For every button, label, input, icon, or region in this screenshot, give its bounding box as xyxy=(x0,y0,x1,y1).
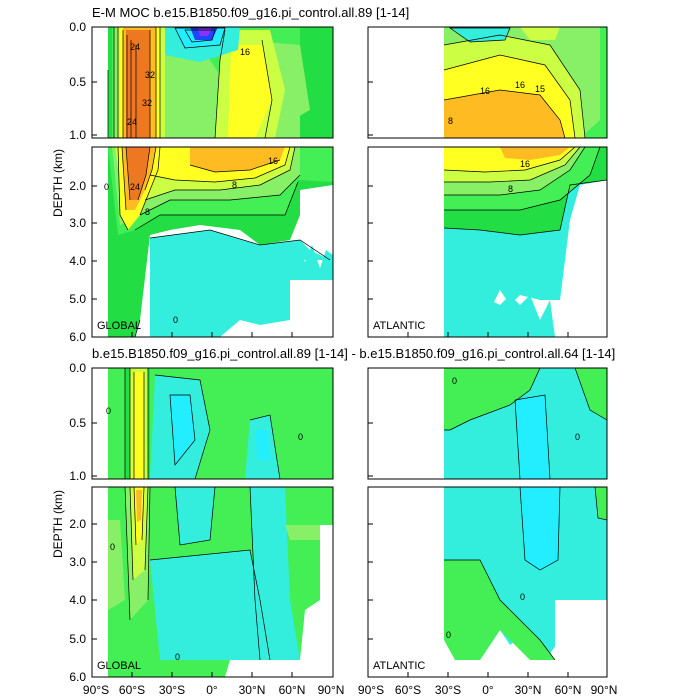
panel-bottom-global-upper: 0 0 xyxy=(92,368,333,479)
y-tick-label: 4.0 xyxy=(69,254,86,268)
contour-label: 8 xyxy=(145,207,150,217)
contour-label: 24 xyxy=(130,42,140,52)
contour-label: 16 xyxy=(520,159,530,169)
x-tick-label: 60°N xyxy=(279,683,306,697)
x-tick-label: 60°S xyxy=(119,683,145,697)
panel-bottom-atlantic-lower: 0 0 xyxy=(368,487,607,677)
panel-top-atlantic-upper: 16 16 15 8 xyxy=(368,27,607,138)
contour-label: 0 xyxy=(175,652,180,662)
contour-label: 0 xyxy=(446,630,451,640)
tick-marks xyxy=(92,81,569,677)
region-label-global: GLOBAL xyxy=(97,320,141,332)
contour-label: 15 xyxy=(535,84,545,94)
x-tick-label: 90°S xyxy=(358,683,384,697)
contour-label: 32 xyxy=(145,70,155,80)
contour-label: 0 xyxy=(173,315,178,325)
contour-label: 0 xyxy=(104,182,109,192)
y-tick-label: 2.0 xyxy=(69,517,86,531)
panel-top-global-upper: 24 32 32 24 16 xyxy=(92,27,333,138)
y-tick-label: 6.0 xyxy=(69,330,86,344)
contour-label: 24 xyxy=(127,117,137,127)
panel-top-global-lower: 16 8 8 24 0 0 xyxy=(92,147,333,337)
y-tick-label: 1.0 xyxy=(69,469,86,483)
x-tick-label: 0° xyxy=(482,683,494,697)
y-tick-label: 5.0 xyxy=(69,292,86,306)
contour-label: 0 xyxy=(520,592,525,602)
x-tick-label: 30°N xyxy=(239,683,266,697)
top-title: E-M MOC b.e15.B1850.f09_g16.pi_control.a… xyxy=(92,5,409,20)
contour-label: 0 xyxy=(452,376,457,386)
y-axis-title-top: DEPTH (km) xyxy=(51,149,65,217)
region-label-global: GLOBAL xyxy=(97,660,141,672)
y-tick-label: 3.0 xyxy=(69,216,86,230)
contour-label: 16 xyxy=(240,47,250,57)
region-label-atlantic: ATLANTIC xyxy=(373,320,425,332)
x-tick-label: 90°S xyxy=(83,683,109,697)
y-tick-label: 5.0 xyxy=(69,632,86,646)
panel-bottom-atlantic-upper: 0 0 xyxy=(368,368,607,479)
y-tick-label: 3.0 xyxy=(69,555,86,569)
bottom-title: b.e15.B1850.f09_g16.pi_control.all.89 [1… xyxy=(92,346,615,361)
y-tick-label: 0.0 xyxy=(69,361,86,375)
y-tick-label: 4.0 xyxy=(69,593,86,607)
y-tick-label: 6.0 xyxy=(69,670,86,684)
contour-label: 0 xyxy=(575,432,580,442)
contour-label: 0 xyxy=(106,406,111,416)
contour-label: 0 xyxy=(110,542,115,552)
contour-label: 24 xyxy=(130,182,140,192)
panel-bottom-global-lower: 0 0 xyxy=(92,487,333,677)
y-tick-label: 0.5 xyxy=(69,75,86,89)
x-tick-label: 30°N xyxy=(515,683,542,697)
contour-label: 16 xyxy=(515,80,525,90)
y-axis-title-bottom: DEPTH (km) xyxy=(51,490,65,558)
contour-label: 8 xyxy=(508,184,513,194)
x-tick-label: 30°S xyxy=(435,683,461,697)
y-tick-label: 0.5 xyxy=(69,416,86,430)
x-tick-label: 90°N xyxy=(318,683,345,697)
contour-label: 0 xyxy=(298,432,303,442)
contour-label: 16 xyxy=(480,86,490,96)
panel-top-atlantic-lower: 16 8 xyxy=(368,147,607,337)
y-tick-label: 0.0 xyxy=(69,20,86,34)
region-label-atlantic: ATLANTIC xyxy=(373,660,425,672)
y-tick-label: 2.0 xyxy=(69,179,86,193)
contour-label: 16 xyxy=(268,156,278,166)
x-tick-label: 60°S xyxy=(395,683,421,697)
x-tick-label: 0° xyxy=(206,683,218,697)
contour-label: 8 xyxy=(232,180,237,190)
contour-label: 8 xyxy=(448,116,453,126)
x-tick-label: 30°S xyxy=(159,683,185,697)
y-tick-label: 1.0 xyxy=(69,128,86,142)
x-tick-label: 60°N xyxy=(555,683,582,697)
contour-label: 32 xyxy=(142,98,152,108)
x-tick-label: 90°N xyxy=(591,683,618,697)
